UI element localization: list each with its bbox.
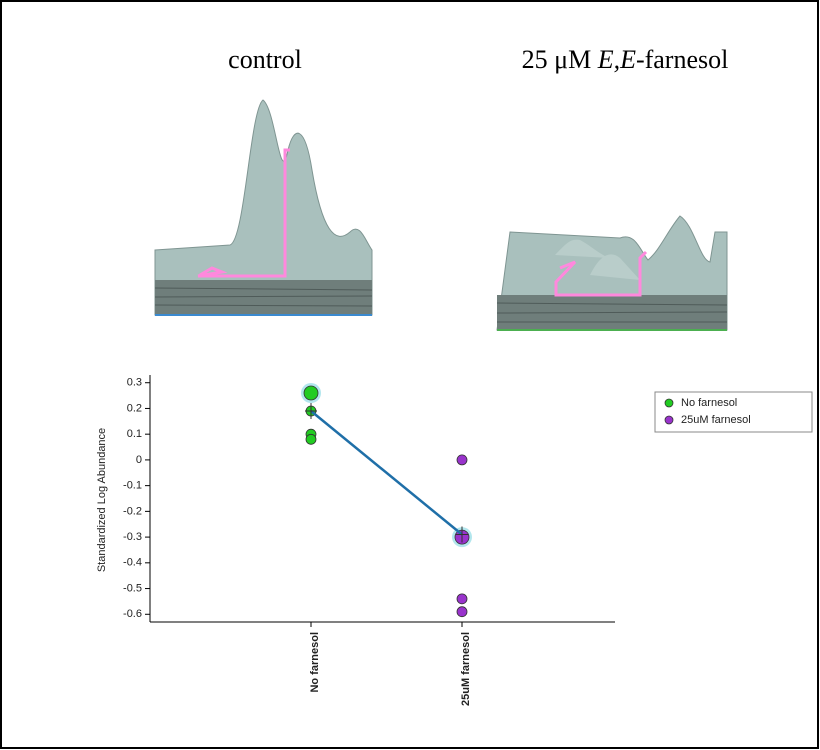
legend-label: 25uM farnesol [681, 414, 751, 426]
y-tick-label: 0.1 [127, 428, 142, 440]
legend-box [654, 391, 813, 433]
panel-label: 25 μM E,E-farnesol [522, 45, 729, 74]
trend-line [310, 410, 463, 536]
x-tick-label: 25uM farnesol [460, 632, 472, 706]
label-part: -farnesol [636, 45, 728, 74]
y-tick-label: -0.5 [123, 582, 142, 594]
legend-swatch [664, 398, 674, 408]
mean-cross [305, 403, 317, 420]
point [456, 606, 468, 618]
y-tick-label: -0.2 [123, 505, 142, 517]
point [456, 454, 468, 466]
y-tick-label: -0.3 [123, 531, 142, 543]
legend-label: No farnesol [681, 397, 737, 409]
x-tick-label: No farnesol [309, 632, 321, 693]
y-tick-label: -0.1 [123, 480, 142, 492]
label-part: 25 μM [522, 45, 598, 74]
point [303, 385, 319, 401]
panel-label: control [228, 45, 302, 74]
y-tick-label: 0 [136, 454, 142, 466]
surface-render [154, 99, 373, 316]
y-tick-label: -0.4 [123, 557, 142, 569]
surface-render [496, 215, 728, 331]
y-tick-label: 0.3 [127, 377, 142, 389]
label-part: E,E [597, 45, 636, 74]
y-tick-label: -0.6 [123, 608, 142, 620]
y-axis-label: Standardized Log Abundance [96, 428, 108, 572]
point [305, 433, 317, 445]
point [456, 593, 468, 605]
legend-swatch [664, 415, 674, 425]
mean-cross [456, 526, 468, 543]
y-tick-label: 0.2 [127, 402, 142, 414]
label-part: control [228, 45, 302, 74]
